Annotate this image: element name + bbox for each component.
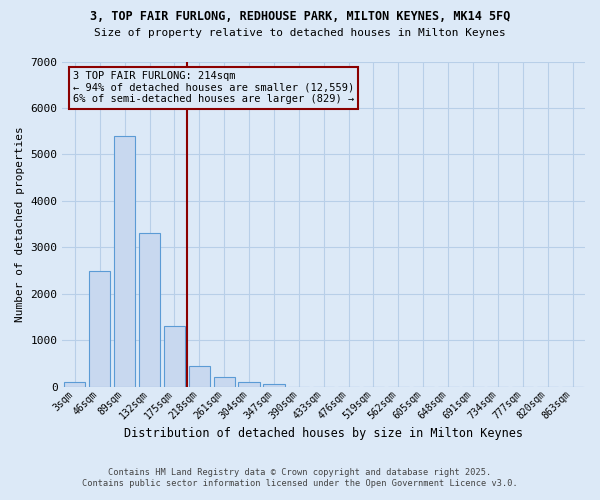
Text: Contains HM Land Registry data © Crown copyright and database right 2025.
Contai: Contains HM Land Registry data © Crown c… (82, 468, 518, 487)
Text: 3, TOP FAIR FURLONG, REDHOUSE PARK, MILTON KEYNES, MK14 5FQ: 3, TOP FAIR FURLONG, REDHOUSE PARK, MILT… (90, 10, 510, 23)
Text: 3 TOP FAIR FURLONG: 214sqm
← 94% of detached houses are smaller (12,559)
6% of s: 3 TOP FAIR FURLONG: 214sqm ← 94% of deta… (73, 72, 354, 104)
Text: Size of property relative to detached houses in Milton Keynes: Size of property relative to detached ho… (94, 28, 506, 38)
Bar (214, 378, 235, 386)
Bar (164, 326, 185, 386)
Bar (189, 366, 210, 386)
Y-axis label: Number of detached properties: Number of detached properties (15, 126, 25, 322)
Bar (114, 136, 135, 386)
Bar (238, 382, 260, 386)
X-axis label: Distribution of detached houses by size in Milton Keynes: Distribution of detached houses by size … (124, 427, 523, 440)
Bar (89, 270, 110, 386)
Bar (64, 382, 85, 386)
Bar (263, 384, 284, 386)
Bar (139, 234, 160, 386)
